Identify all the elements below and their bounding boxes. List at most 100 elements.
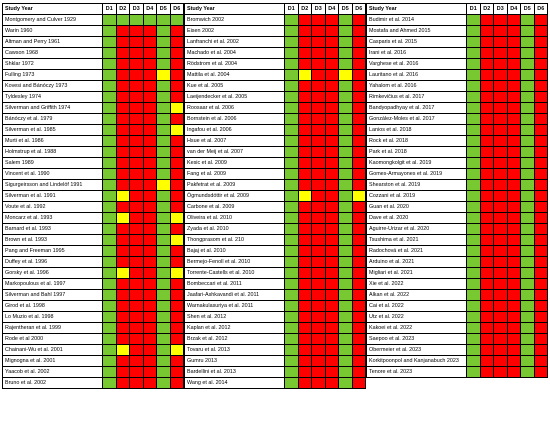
study-cell: Dave et al. 2020	[366, 212, 467, 224]
column-header-d3: D3	[493, 3, 508, 15]
study-cell: Kaomongkolgit et al. 2019	[366, 157, 467, 169]
table-row: Duffey et al. 1996	[2, 256, 184, 268]
study-cell: Salem 1989	[2, 157, 103, 169]
rating-cell-d6	[351, 212, 366, 224]
rating-cell-d3	[129, 135, 144, 147]
rating-cell-d2	[115, 135, 130, 147]
rating-cell-d2	[115, 80, 130, 92]
rating-cell-d2	[297, 124, 312, 136]
rating-cell-d5	[156, 58, 171, 70]
rating-cell-d5	[156, 80, 171, 92]
rating-cell-d3	[311, 256, 326, 268]
rating-cell-d1	[284, 179, 299, 191]
rating-cell-d5	[156, 190, 171, 202]
table-row: Bajaj et al. 2010	[184, 245, 366, 257]
table-row: Guan et al. 2020	[366, 201, 548, 213]
rating-cell-d6	[351, 234, 366, 246]
rating-cell-d5	[338, 223, 353, 235]
rating-cell-d6	[533, 245, 548, 257]
rating-cell-d2	[115, 179, 130, 191]
risk-of-bias-table: Study Year D1 D2 D3 D4 D5 D6 Montgomery and Cul…	[2, 3, 184, 389]
rating-cell-d2	[479, 91, 494, 103]
rating-cell-d3	[129, 58, 144, 70]
rating-cell-d5	[156, 333, 171, 345]
study-cell: Sigurgeirsson and Lindelöf 1991	[2, 179, 103, 191]
rating-cell-d3	[311, 377, 326, 389]
rating-cell-d4	[324, 113, 339, 125]
rating-cell-d5	[520, 190, 535, 202]
study-cell: Fulling 1973	[2, 69, 103, 81]
rating-cell-d6	[169, 102, 184, 114]
rating-cell-d1	[284, 47, 299, 59]
rating-cell-d3	[311, 113, 326, 125]
rating-cell-d3	[129, 190, 144, 202]
rating-cell-d2	[479, 223, 494, 235]
rating-cell-d5	[520, 300, 535, 312]
rating-cell-d1	[102, 311, 117, 323]
rating-cell-d2	[479, 36, 494, 48]
rating-cell-d4	[506, 25, 521, 37]
rating-cell-d4	[142, 300, 157, 312]
rating-cell-d1	[102, 245, 117, 257]
rating-cell-d1	[466, 157, 481, 169]
rating-cell-d2	[297, 113, 312, 125]
rating-cell-d2	[479, 278, 494, 290]
rating-cell-d2	[297, 190, 312, 202]
rating-cell-d2	[479, 47, 494, 59]
rating-cell-d4	[142, 113, 157, 125]
rating-cell-d4	[324, 322, 339, 334]
rating-cell-d2	[297, 80, 312, 92]
rating-cell-d2	[115, 344, 130, 356]
rating-cell-d5	[156, 267, 171, 279]
rating-cell-d1	[102, 267, 117, 279]
column-header-study: Study Year	[2, 3, 103, 15]
rating-cell-d4	[324, 311, 339, 323]
rating-cell-d1	[102, 179, 117, 191]
rating-cell-d3	[129, 366, 144, 378]
study-cell: Warin 1960	[2, 25, 103, 37]
rating-cell-d3	[311, 234, 326, 246]
rating-cell-d6	[351, 58, 366, 70]
study-cell: Girod et al. 1998	[2, 300, 103, 312]
table-row: Alkan et al. 2022	[366, 289, 548, 301]
rating-cell-d3	[493, 267, 508, 279]
table-row: Cozzani et al. 2019	[366, 190, 548, 202]
study-cell: Pakfetrat et al. 2009	[184, 179, 285, 191]
rating-cell-d4	[324, 223, 339, 235]
rating-cell-d6	[169, 267, 184, 279]
rating-cell-d1	[466, 14, 481, 26]
rating-cell-d1	[466, 102, 481, 114]
rating-cell-d6	[351, 201, 366, 213]
rating-cell-d1	[466, 289, 481, 301]
rating-cell-d6	[533, 212, 548, 224]
rating-cell-d1	[466, 168, 481, 180]
rating-cell-d4	[506, 102, 521, 114]
rating-cell-d6	[351, 157, 366, 169]
table-row: Kovesi and Bánóczy 1973	[2, 80, 184, 92]
rating-cell-d1	[284, 146, 299, 158]
rating-cell-d1	[466, 278, 481, 290]
rating-cell-d6	[351, 190, 366, 202]
rating-cell-d4	[324, 69, 339, 81]
rating-cell-d6	[533, 47, 548, 59]
table-row: Girod et al. 1998	[2, 300, 184, 312]
rating-cell-d4	[506, 124, 521, 136]
rating-cell-d5	[338, 333, 353, 345]
study-cell: Montgomery and Culver 1929	[2, 14, 103, 26]
study-cell: Bardellini et al. 2013	[184, 366, 285, 378]
study-cell: Pang and Freeman 1995	[2, 245, 103, 257]
rating-cell-d5	[156, 14, 171, 26]
rating-cell-d5	[156, 311, 171, 323]
rating-cell-d6	[351, 91, 366, 103]
rating-cell-d6	[169, 25, 184, 37]
rating-cell-d2	[115, 223, 130, 235]
column-header-d4: D4	[506, 3, 521, 15]
table-row: Murti et al. 1986	[2, 135, 184, 147]
study-cell: Vincent et al. 1990	[2, 168, 103, 180]
study-cell: Gomes-Armayones et al. 2019	[366, 168, 467, 180]
study-cell: Tsushima et al. 2021	[366, 234, 467, 246]
table-row: Lauritano et al. 2016	[366, 69, 548, 81]
rating-cell-d4	[506, 168, 521, 180]
table-row: Shklar 1972	[2, 58, 184, 70]
study-cell: Rock et al. 2018	[366, 135, 467, 147]
